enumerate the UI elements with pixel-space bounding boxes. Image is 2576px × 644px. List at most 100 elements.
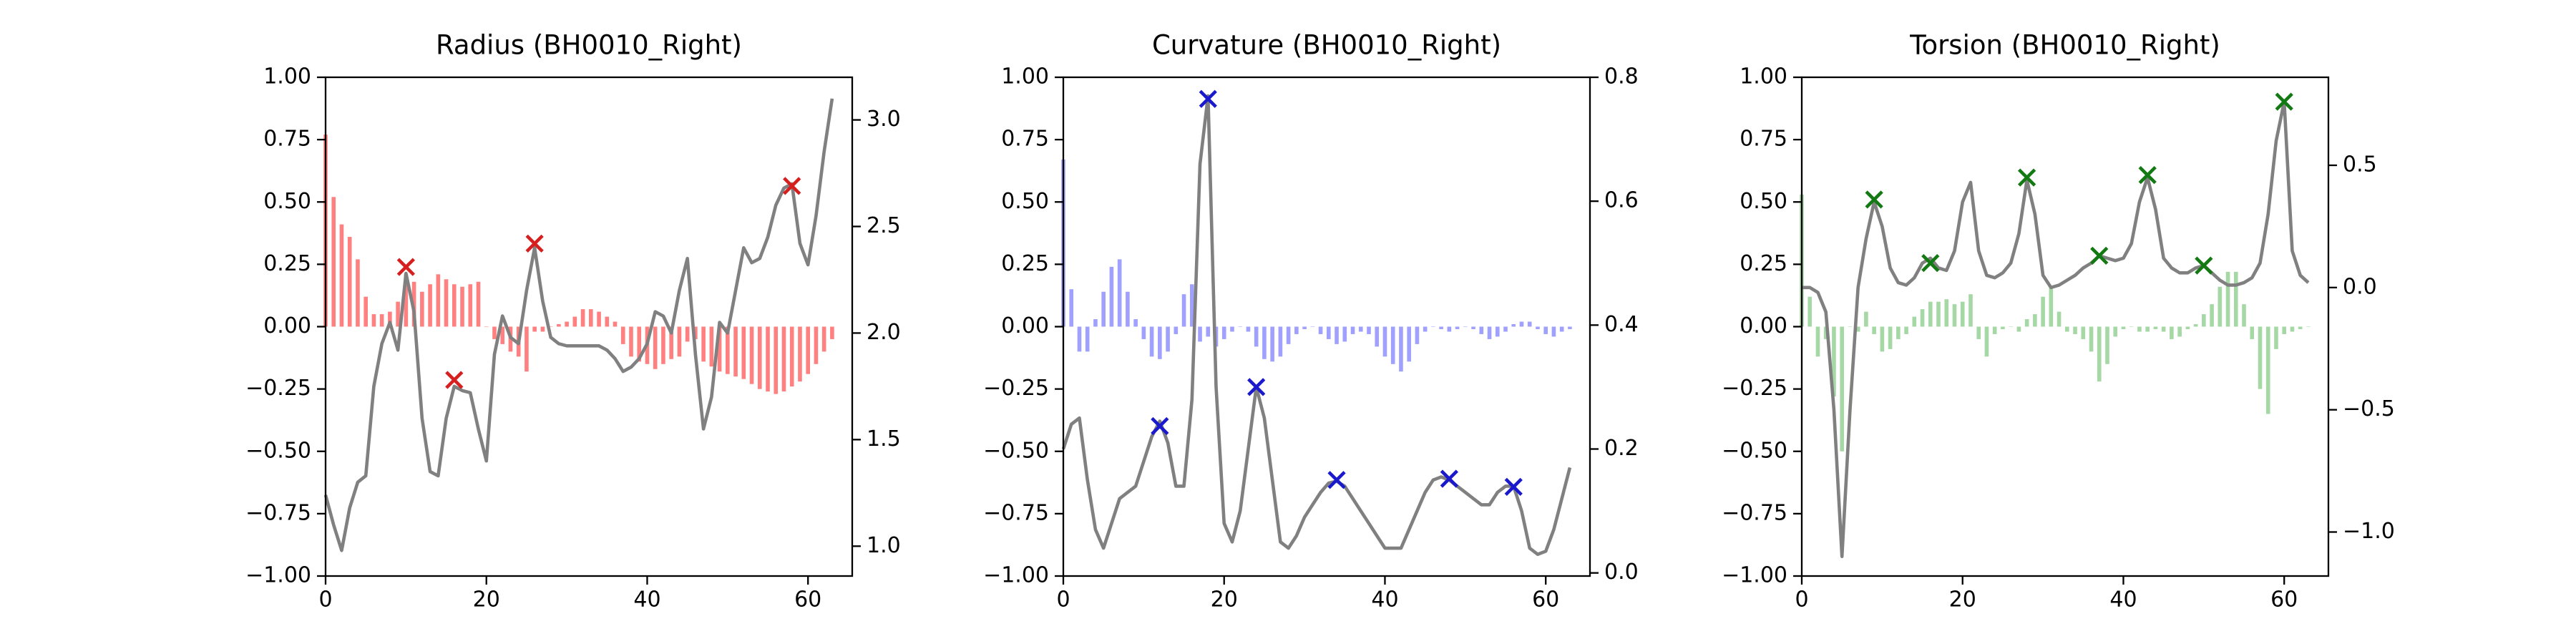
- bar: [1166, 326, 1170, 352]
- x-tick-label: 60: [1532, 587, 1559, 613]
- bar: [2225, 271, 2230, 327]
- bar: [1807, 296, 1813, 327]
- bar: [2177, 326, 2182, 337]
- bar: [1984, 326, 1989, 357]
- x-tick-label: 0: [318, 587, 332, 613]
- bar: [1141, 326, 1146, 339]
- bar: [428, 284, 432, 327]
- y-tick-label: −1.00: [1722, 563, 1787, 588]
- chart-title: Radius (BH0010_Right): [436, 30, 742, 61]
- marker: [525, 234, 544, 253]
- bar: [1952, 304, 1957, 327]
- bar: [1431, 326, 1435, 327]
- bar: [1335, 326, 1339, 344]
- x-tick-label: 40: [2109, 587, 2137, 613]
- bar: [1487, 326, 1492, 339]
- bar: [347, 237, 352, 327]
- bar: [476, 281, 481, 327]
- y-tick-label: 1.00: [1001, 64, 1049, 89]
- bar: [1262, 326, 1267, 359]
- y2-tick-label: 1.5: [867, 426, 901, 452]
- marker: [1247, 378, 1266, 396]
- y2-tick-label: 0.2: [1604, 436, 1639, 461]
- y-tick-label: −0.50: [245, 438, 311, 463]
- bar: [2233, 271, 2238, 327]
- bar: [2306, 326, 2311, 327]
- bar: [2137, 326, 2142, 332]
- x-tick-label: 40: [633, 587, 660, 613]
- bar: [1479, 326, 1484, 334]
- bar: [1158, 326, 1162, 359]
- bar: [1198, 326, 1202, 342]
- bar: [1815, 326, 1820, 357]
- bar: [557, 324, 561, 327]
- bar: [548, 326, 553, 327]
- bar: [331, 197, 336, 327]
- bar: [1399, 326, 1403, 372]
- bar: [2145, 326, 2150, 332]
- bar: [2049, 286, 2054, 327]
- marker: [2195, 256, 2213, 275]
- bar: [1206, 326, 1211, 337]
- x-tick-label: 20: [1949, 587, 1976, 613]
- marker: [1151, 416, 1169, 436]
- y2-tick-label: −1.0: [2343, 519, 2395, 544]
- bar: [2065, 326, 2069, 332]
- bar: [2202, 314, 2206, 327]
- bar: [2170, 326, 2174, 339]
- bar: [1358, 326, 1363, 332]
- marker: [1327, 471, 1346, 489]
- bar: [693, 326, 698, 339]
- marker: [396, 258, 415, 276]
- bar: [620, 326, 625, 344]
- y-tick-label: 0.00: [1740, 313, 1787, 338]
- y-tick-label: −1.00: [245, 563, 311, 588]
- bar: [781, 326, 786, 392]
- bar: [1848, 326, 1853, 327]
- bar: [1559, 326, 1564, 332]
- bar: [1944, 299, 1949, 327]
- bar: [613, 321, 618, 327]
- bar: [1382, 326, 1387, 357]
- bar: [821, 326, 826, 352]
- marker: [1865, 190, 1883, 209]
- bar: [1503, 326, 1508, 332]
- bar: [2298, 326, 2303, 329]
- bar: [2073, 326, 2077, 334]
- y2-tick-label: 0.5: [2343, 152, 2377, 177]
- bar: [1407, 326, 1411, 362]
- bar: [2274, 326, 2278, 349]
- y-tick-label: −0.50: [1722, 438, 1787, 463]
- x-tick-label: 0: [1795, 587, 1808, 613]
- bar: [1855, 326, 1860, 332]
- bar: [1904, 326, 1908, 334]
- bar: [1174, 326, 1179, 334]
- bar: [1551, 326, 1556, 337]
- bar: [2041, 296, 2045, 327]
- bar: [1109, 266, 1114, 327]
- bar: [1246, 326, 1251, 332]
- bar: [1117, 259, 1122, 327]
- bar: [766, 326, 770, 392]
- bar: [404, 274, 409, 327]
- bar: [1439, 326, 1443, 329]
- bar: [830, 326, 834, 339]
- bar: [452, 284, 457, 327]
- bar: [1254, 326, 1259, 347]
- bar: [1823, 326, 1828, 339]
- bar: [2129, 326, 2134, 327]
- bar: [356, 259, 360, 327]
- x-tick-label: 0: [1056, 587, 1070, 613]
- bar: [1880, 326, 1885, 352]
- bar: [1278, 326, 1283, 357]
- bar: [2161, 326, 2166, 332]
- bar: [1101, 291, 1106, 327]
- bar: [733, 326, 738, 377]
- bar: [661, 326, 665, 364]
- bar: [669, 326, 673, 359]
- bar: [1390, 326, 1395, 364]
- bar: [2121, 326, 2126, 329]
- bar: [1093, 319, 1098, 327]
- bar: [726, 326, 730, 374]
